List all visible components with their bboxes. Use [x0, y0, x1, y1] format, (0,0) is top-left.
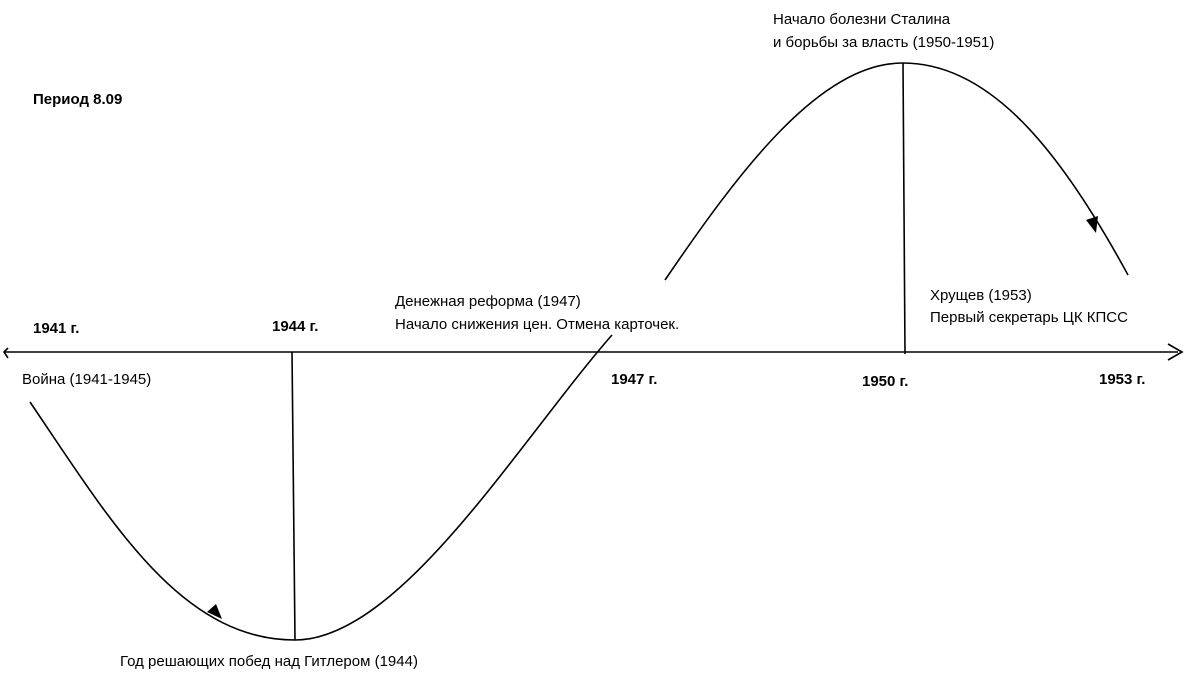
trend-curve — [29, 334, 613, 641]
event-label: Первый секретарь ЦК КПСС — [930, 309, 1128, 326]
axis-start — [2, 347, 9, 359]
curve-arrow — [207, 604, 222, 619]
event-label: Денежная реформа (1947) — [395, 293, 581, 310]
trend-curve — [664, 62, 1129, 281]
event-label: Год решающих побед над Гитлером (1944) — [120, 653, 418, 670]
year-label: 1944 г. — [272, 318, 318, 335]
year-label: 1947 г. — [611, 371, 657, 388]
event-label: Хрущев (1953) — [930, 287, 1032, 304]
marker-line — [902, 62, 906, 355]
title: Период 8.09 — [33, 91, 122, 108]
year-label: 1941 г. — [33, 320, 79, 337]
axis-arrow — [1167, 343, 1184, 361]
year-label: 1950 г. — [862, 373, 908, 390]
event-label: Начало болезни Сталина — [773, 11, 951, 28]
marker-line — [291, 351, 296, 641]
curve-arrow — [1086, 216, 1098, 233]
event-label: Война (1941-1945) — [22, 371, 151, 388]
event-label: Начало снижения цен. Отмена карточек. — [395, 316, 679, 333]
year-label: 1953 г. — [1099, 371, 1145, 388]
event-label: и борьбы за власть (1950-1951) — [773, 34, 994, 51]
